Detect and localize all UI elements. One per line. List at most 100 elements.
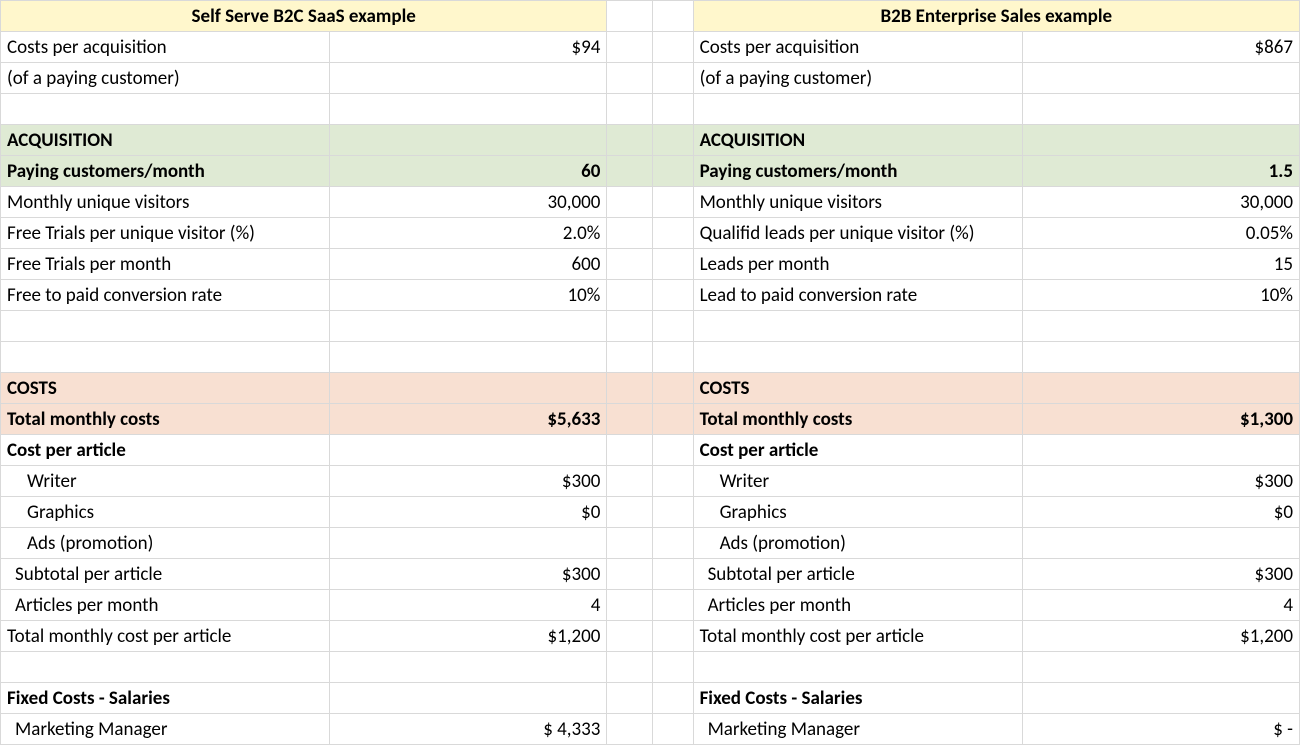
cell[interactable]: 1.5 xyxy=(1022,156,1299,187)
cell[interactable]: $ 4,333 xyxy=(330,714,607,745)
cell[interactable] xyxy=(607,218,652,249)
cell[interactable] xyxy=(330,683,607,714)
cell[interactable] xyxy=(1022,342,1299,373)
cell[interactable] xyxy=(652,249,693,280)
cell[interactable]: 30,000 xyxy=(330,187,607,218)
cell[interactable] xyxy=(607,94,652,125)
cell[interactable]: Articles per month xyxy=(693,590,1022,621)
cell[interactable]: 30,000 xyxy=(1022,187,1299,218)
cell[interactable]: Fixed Costs - Salaries xyxy=(693,683,1022,714)
cell[interactable] xyxy=(1022,311,1299,342)
cell[interactable] xyxy=(652,32,693,63)
cell[interactable]: Graphics xyxy=(693,497,1022,528)
cell[interactable] xyxy=(652,714,693,745)
cell[interactable] xyxy=(607,466,652,497)
cell[interactable]: Total monthly cost per article xyxy=(1,621,330,652)
cell[interactable]: $300 xyxy=(330,466,607,497)
cell[interactable] xyxy=(652,218,693,249)
cell[interactable]: 10% xyxy=(330,280,607,311)
cell[interactable] xyxy=(607,156,652,187)
cell[interactable] xyxy=(693,311,1022,342)
cell[interactable]: $300 xyxy=(1022,559,1299,590)
cell[interactable] xyxy=(607,528,652,559)
cell[interactable]: 10% xyxy=(1022,280,1299,311)
cell[interactable] xyxy=(652,590,693,621)
cell[interactable] xyxy=(1022,63,1299,94)
cell[interactable] xyxy=(652,94,693,125)
cell[interactable] xyxy=(652,1,693,32)
cell[interactable] xyxy=(607,621,652,652)
cell[interactable] xyxy=(607,187,652,218)
cell[interactable]: Ads (promotion) xyxy=(693,528,1022,559)
cell[interactable]: 600 xyxy=(330,249,607,280)
cell[interactable]: $1,200 xyxy=(1022,621,1299,652)
cell[interactable] xyxy=(652,373,693,404)
cell[interactable] xyxy=(1022,125,1299,156)
cell[interactable]: $0 xyxy=(1022,497,1299,528)
cell[interactable]: 60 xyxy=(330,156,607,187)
cell[interactable]: $0 xyxy=(330,497,607,528)
cell[interactable]: Subtotal per article xyxy=(693,559,1022,590)
cell[interactable] xyxy=(607,652,652,683)
cell[interactable] xyxy=(652,435,693,466)
cell[interactable] xyxy=(330,342,607,373)
cell[interactable] xyxy=(1,311,330,342)
cell[interactable]: Writer xyxy=(1,466,330,497)
cell[interactable] xyxy=(330,63,607,94)
cell[interactable]: Paying customers/month xyxy=(693,156,1022,187)
cell[interactable]: Paying customers/month xyxy=(1,156,330,187)
cell[interactable] xyxy=(607,683,652,714)
cell[interactable] xyxy=(652,683,693,714)
cell[interactable]: Monthly unique visitors xyxy=(1,187,330,218)
cell[interactable]: Total monthly cost per article xyxy=(693,621,1022,652)
cell[interactable] xyxy=(1022,683,1299,714)
cell[interactable] xyxy=(1,94,330,125)
cell[interactable]: (of a paying customer) xyxy=(1,63,330,94)
cell[interactable] xyxy=(652,125,693,156)
cell[interactable]: Costs per acquisition xyxy=(693,32,1022,63)
cell[interactable] xyxy=(693,94,1022,125)
cell[interactable]: $300 xyxy=(1022,466,1299,497)
cell[interactable]: Writer xyxy=(693,466,1022,497)
cell[interactable] xyxy=(330,373,607,404)
cell[interactable] xyxy=(652,280,693,311)
cell[interactable]: $300 xyxy=(330,559,607,590)
cell[interactable]: 4 xyxy=(1022,590,1299,621)
cell[interactable]: $ - xyxy=(1022,714,1299,745)
cell[interactable]: Costs per acquisition xyxy=(1,32,330,63)
cell[interactable] xyxy=(330,435,607,466)
cell[interactable]: (of a paying customer) xyxy=(693,63,1022,94)
cell[interactable] xyxy=(607,435,652,466)
cell[interactable]: Ads (promotion) xyxy=(1,528,330,559)
cell[interactable] xyxy=(607,63,652,94)
cell[interactable]: Cost per article xyxy=(693,435,1022,466)
cell[interactable]: Leads per month xyxy=(693,249,1022,280)
cell[interactable]: Articles per month xyxy=(1,590,330,621)
cell[interactable] xyxy=(652,311,693,342)
cell[interactable] xyxy=(1022,94,1299,125)
cell[interactable]: Cost per article xyxy=(1,435,330,466)
cell[interactable] xyxy=(330,125,607,156)
cell[interactable] xyxy=(652,652,693,683)
cell[interactable]: Subtotal per article xyxy=(1,559,330,590)
cell[interactable] xyxy=(607,590,652,621)
cell[interactable] xyxy=(1022,528,1299,559)
cell[interactable]: 0.05% xyxy=(1022,218,1299,249)
cell[interactable]: Qualifid leads per unique visitor (%) xyxy=(693,218,1022,249)
cell[interactable]: Total monthly costs xyxy=(693,404,1022,435)
cell[interactable]: $5,633 xyxy=(330,404,607,435)
cell[interactable] xyxy=(607,404,652,435)
cell[interactable] xyxy=(693,652,1022,683)
cell[interactable] xyxy=(607,1,652,32)
cell[interactable] xyxy=(652,156,693,187)
cell[interactable] xyxy=(607,714,652,745)
cell[interactable]: Fixed Costs - Salaries xyxy=(1,683,330,714)
cell[interactable] xyxy=(607,311,652,342)
cell[interactable]: Free Trials per unique visitor (%) xyxy=(1,218,330,249)
cell[interactable] xyxy=(652,621,693,652)
right-title[interactable]: B2B Enterprise Sales example xyxy=(693,1,1299,32)
cell[interactable]: $1,200 xyxy=(330,621,607,652)
cell[interactable] xyxy=(652,63,693,94)
cell[interactable]: Monthly unique visitors xyxy=(693,187,1022,218)
cell[interactable] xyxy=(1,342,330,373)
